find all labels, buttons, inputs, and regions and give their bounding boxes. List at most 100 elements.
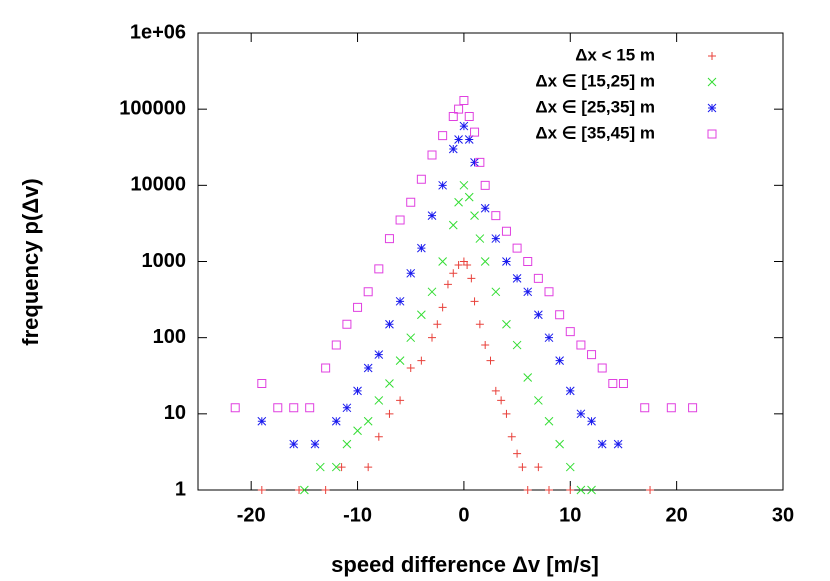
data-point bbox=[534, 310, 543, 320]
data-point bbox=[534, 396, 543, 405]
data-point bbox=[395, 356, 405, 365]
data-point bbox=[480, 257, 490, 266]
y-tick-label: 1 bbox=[175, 478, 186, 500]
data-point bbox=[534, 463, 543, 472]
data-point bbox=[565, 462, 575, 472]
data-point bbox=[640, 403, 650, 413]
data-point bbox=[544, 287, 554, 297]
data-point bbox=[374, 350, 384, 359]
data-point bbox=[566, 486, 575, 494]
data-point bbox=[428, 333, 436, 342]
data-point bbox=[481, 341, 490, 350]
data-point bbox=[512, 274, 522, 283]
data-point bbox=[666, 403, 676, 413]
data-point bbox=[613, 439, 623, 449]
data-point bbox=[417, 310, 426, 320]
plot-frame bbox=[197, 32, 784, 491]
legend-marker bbox=[708, 52, 716, 60]
data-point bbox=[321, 363, 331, 373]
data-point bbox=[406, 268, 416, 278]
data-point bbox=[384, 234, 394, 244]
legend-label: Δx < 15 m bbox=[575, 45, 655, 64]
data-point bbox=[257, 486, 266, 494]
data-point bbox=[427, 287, 437, 297]
x-tick-label: -10 bbox=[343, 504, 372, 526]
data-point bbox=[497, 396, 506, 405]
data-point bbox=[427, 211, 437, 220]
data-point bbox=[395, 215, 405, 225]
y-tick-label: 1e+06 bbox=[130, 21, 186, 43]
data-point bbox=[300, 485, 309, 495]
data-point bbox=[518, 463, 527, 472]
data-point bbox=[491, 234, 501, 243]
data-point bbox=[475, 157, 485, 167]
data-point bbox=[523, 486, 532, 494]
x-tick-label: 20 bbox=[666, 504, 688, 526]
data-point bbox=[374, 432, 383, 441]
data-point bbox=[342, 319, 352, 329]
data-point bbox=[305, 403, 315, 413]
y-tick-label: 1000 bbox=[142, 250, 187, 272]
data-point bbox=[502, 319, 511, 329]
data-point bbox=[406, 363, 415, 372]
data-point bbox=[688, 403, 698, 413]
data-point bbox=[416, 174, 426, 184]
data-point bbox=[454, 260, 463, 269]
y-tick-label: 10000 bbox=[130, 174, 186, 196]
data-point bbox=[438, 257, 447, 266]
x-tick-label: 30 bbox=[772, 504, 794, 526]
data-point bbox=[385, 319, 394, 329]
data-point bbox=[353, 426, 362, 436]
data-point bbox=[454, 197, 463, 207]
data-point bbox=[475, 234, 485, 243]
data-point bbox=[480, 203, 490, 213]
data-point bbox=[385, 379, 394, 388]
data-point bbox=[608, 379, 618, 389]
data-point bbox=[363, 287, 373, 297]
data-point bbox=[463, 260, 472, 269]
data-point bbox=[523, 287, 533, 297]
data-point bbox=[331, 462, 341, 472]
data-point bbox=[544, 416, 554, 426]
data-point bbox=[417, 356, 426, 365]
data-point bbox=[555, 439, 564, 449]
x-tick-label: -20 bbox=[237, 504, 266, 526]
y-axis-label: frequency p(Δv) bbox=[18, 178, 43, 345]
data-point bbox=[448, 144, 458, 154]
data-point bbox=[501, 226, 511, 236]
data-point bbox=[395, 296, 405, 306]
data-point bbox=[491, 386, 500, 395]
data-point bbox=[459, 95, 469, 105]
data-point bbox=[597, 439, 607, 449]
data-point bbox=[512, 243, 522, 253]
data-point bbox=[587, 416, 596, 426]
data-point bbox=[295, 486, 304, 494]
legend-label: Δx ∈ [35,45] m bbox=[535, 123, 655, 142]
data-point bbox=[310, 439, 320, 449]
data-point bbox=[342, 403, 352, 413]
legend-marker bbox=[707, 77, 717, 87]
data-point bbox=[454, 135, 463, 144]
data-point bbox=[459, 121, 469, 131]
legend-label: Δx ∈ [25,35] m bbox=[535, 97, 655, 116]
data-point bbox=[513, 449, 522, 458]
data-point bbox=[545, 486, 553, 494]
data-point bbox=[289, 403, 299, 413]
data-point bbox=[374, 264, 384, 274]
data-point bbox=[374, 396, 384, 405]
x-tick-label: 10 bbox=[559, 504, 581, 526]
legend-marker bbox=[707, 103, 717, 113]
data-point bbox=[230, 403, 240, 413]
y-tick-label: 100000 bbox=[119, 97, 186, 119]
data-point bbox=[342, 439, 352, 449]
data-point bbox=[464, 192, 474, 202]
data-point bbox=[502, 257, 511, 266]
data-point bbox=[480, 180, 490, 190]
data-point bbox=[364, 463, 373, 472]
data-point bbox=[448, 112, 458, 122]
data-point bbox=[555, 356, 564, 365]
data-point bbox=[363, 363, 373, 373]
data-point bbox=[544, 333, 554, 343]
data-point bbox=[646, 486, 655, 494]
